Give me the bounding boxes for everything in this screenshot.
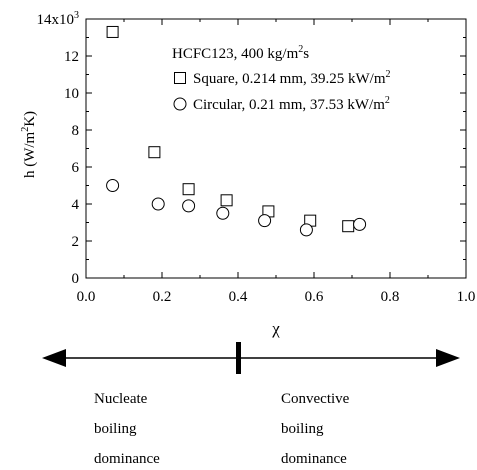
square-point: [182, 183, 195, 196]
y-tick-label: 8: [72, 123, 80, 139]
circle-point: [258, 214, 272, 228]
legend-entry-square: Square, 0.214 mm, 39.25 kW/m2: [193, 69, 390, 87]
y-tick-label: 4: [72, 197, 80, 213]
circle-point: [182, 199, 196, 213]
legend-title: HCFC123, 400 kg/m2s: [172, 44, 309, 62]
convective-label-line-2: boiling: [281, 421, 324, 437]
square-point: [342, 220, 355, 233]
y-tick-label: 12: [64, 49, 79, 65]
circle-point: [151, 197, 165, 211]
y-tick-label: 6: [72, 160, 80, 176]
square-point: [148, 146, 161, 159]
legend-marker-square: [174, 72, 186, 84]
legend-marker-circle: [173, 97, 187, 111]
x-tick-label: 0.8: [381, 289, 400, 305]
x-tick-label: 1.0: [457, 289, 476, 305]
x-axis-label: χ: [271, 319, 280, 338]
circle-point: [299, 223, 313, 237]
y-axis-label: h (W/m2K): [20, 111, 38, 178]
right-arrowhead: [436, 349, 460, 367]
x-tick-label: 0.2: [153, 289, 172, 305]
nucleate-label-line-2: boiling: [94, 421, 137, 437]
nucleate-label-line-3: dominance: [94, 451, 160, 467]
square-point: [106, 25, 119, 38]
convective-label-line-1: Convective: [281, 391, 350, 407]
legend-entry-circle: Circular, 0.21 mm, 37.53 kW/m2: [193, 95, 390, 113]
circle-point: [106, 179, 120, 192]
y-tick-label: 0: [72, 271, 80, 287]
square-point: [220, 194, 233, 207]
x-tick-label: 0.4: [229, 289, 248, 305]
circle-point: [353, 217, 367, 231]
circle-point: [216, 206, 230, 220]
arrow-center-divider: [236, 342, 241, 374]
y-top-tick-label: 14x103: [37, 10, 80, 28]
x-tick-label: 0.0: [77, 289, 96, 305]
y-tick-label: 2: [72, 234, 80, 250]
convective-label-line-3: dominance: [281, 451, 347, 467]
nucleate-label-line-1: Nucleate: [94, 391, 148, 407]
left-arrowhead: [42, 349, 66, 367]
x-tick-label: 0.6: [305, 289, 324, 305]
y-tick-label: 10: [64, 86, 79, 102]
